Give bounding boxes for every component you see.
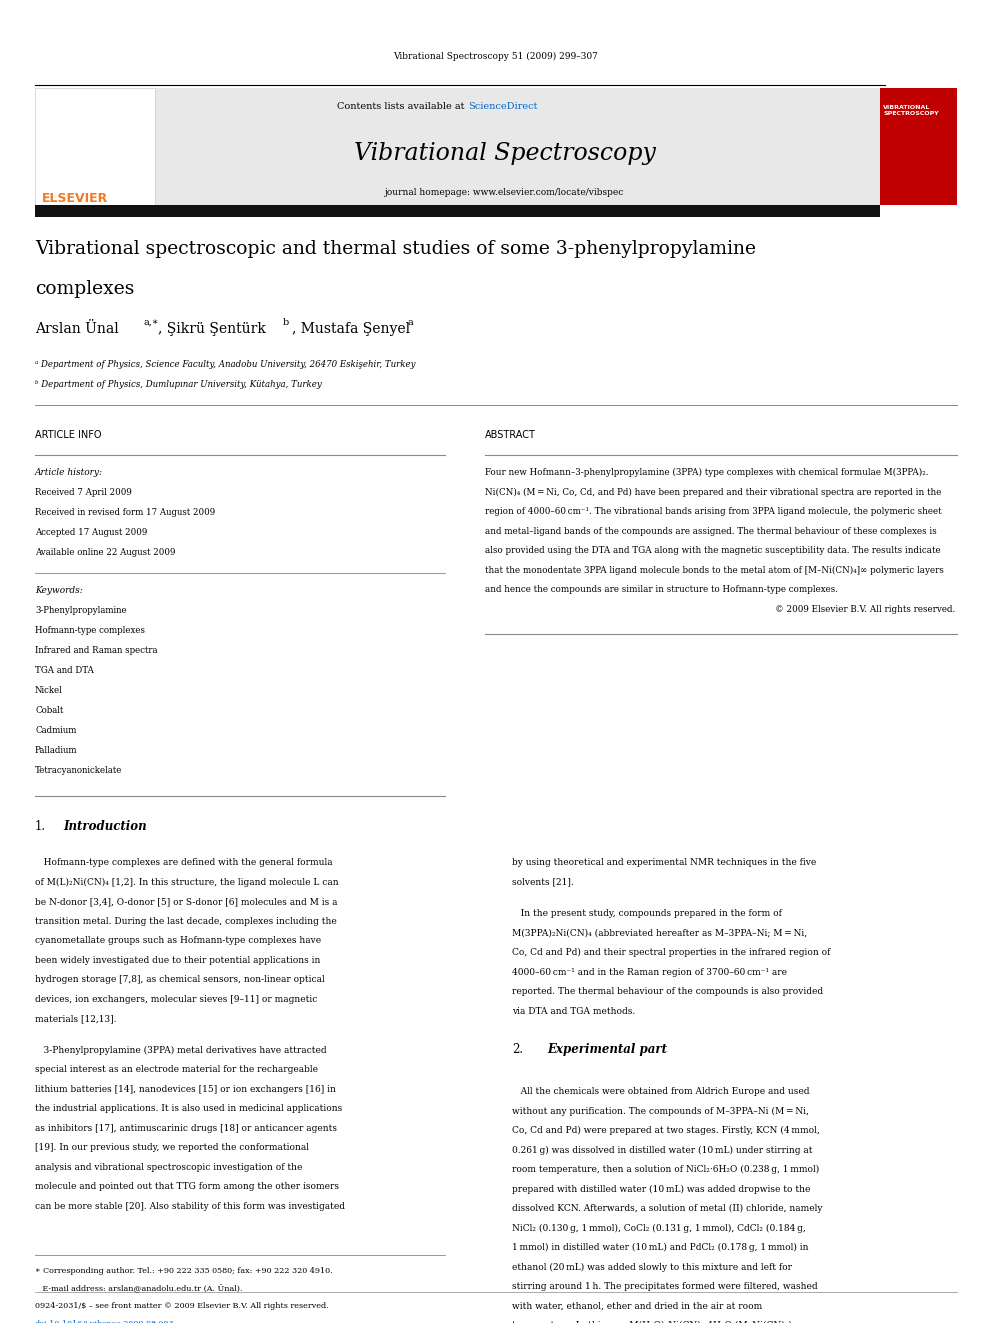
Text: Received 7 April 2009: Received 7 April 2009 [35, 488, 132, 497]
Bar [880, 89, 957, 205]
Text: with water, ethanol, ether and dried in the air at room: with water, ethanol, ether and dried in … [512, 1302, 762, 1311]
Text: ethanol (20 mL) was added slowly to this mixture and left for: ethanol (20 mL) was added slowly to this… [512, 1262, 792, 1271]
Text: stirring around 1 h. The precipitates formed were filtered, washed: stirring around 1 h. The precipitates fo… [512, 1282, 817, 1291]
Text: lithium batteries [14], nanodevices [15] or ion exchangers [16] in: lithium batteries [14], nanodevices [15]… [35, 1085, 336, 1094]
Text: Co, Cd and Pd) were prepared at two stages. Firstly, KCN (4 mmol,: Co, Cd and Pd) were prepared at two stag… [512, 1126, 819, 1135]
Text: prepared with distilled water (10 mL) was added dropwise to the: prepared with distilled water (10 mL) wa… [512, 1184, 810, 1193]
Text: © 2009 Elsevier B.V. All rights reserved.: © 2009 Elsevier B.V. All rights reserved… [775, 605, 955, 614]
Text: 1 mmol) in distilled water (10 mL) and PdCl₂ (0.178 g, 1 mmol) in: 1 mmol) in distilled water (10 mL) and P… [512, 1244, 808, 1252]
Text: devices, ion exchangers, molecular sieves [9–11] or magnetic: devices, ion exchangers, molecular sieve… [35, 995, 317, 1004]
Text: , Mustafa Şenyel: , Mustafa Şenyel [292, 321, 410, 336]
Text: E-mail address: arslan@anadolu.edu.tr (A. Ünal).: E-mail address: arslan@anadolu.edu.tr (A… [35, 1285, 242, 1294]
Text: ScienceDirect: ScienceDirect [468, 102, 538, 111]
Text: can be more stable [20]. Also stability of this form was investigated: can be more stable [20]. Also stability … [35, 1201, 345, 1211]
Text: a: a [407, 318, 413, 327]
Text: and hence the compounds are similar in structure to Hofmann-type complexes.: and hence the compounds are similar in s… [485, 585, 838, 594]
Text: complexes: complexes [35, 280, 134, 298]
Text: room temperature, then a solution of NiCl₂·6H₂O (0.238 g, 1 mmol): room temperature, then a solution of NiC… [512, 1166, 819, 1174]
Text: ABSTRACT: ABSTRACT [485, 430, 536, 441]
Text: analysis and vibrational spectroscopic investigation of the: analysis and vibrational spectroscopic i… [35, 1163, 303, 1171]
Text: by using theoretical and experimental NMR techniques in the five: by using theoretical and experimental NM… [512, 859, 816, 867]
Text: hydrogen storage [7,8], as chemical sensors, non-linear optical: hydrogen storage [7,8], as chemical sens… [35, 975, 324, 984]
Text: and metal–ligand bands of the compounds are assigned. The thermal behaviour of t: and metal–ligand bands of the compounds … [485, 527, 936, 536]
Bar [35, 89, 155, 205]
Text: Tetracyanonickelate: Tetracyanonickelate [35, 766, 122, 775]
Text: Hofmann-type complexes are defined with the general formula: Hofmann-type complexes are defined with … [35, 859, 332, 867]
Text: ∗ Corresponding author. Tel.: +90 222 335 0580; fax: +90 222 320 4910.: ∗ Corresponding author. Tel.: +90 222 33… [35, 1267, 332, 1275]
Bar [155, 89, 880, 205]
Text: TGA and DTA: TGA and DTA [35, 665, 94, 675]
Text: In the present study, compounds prepared in the form of: In the present study, compounds prepared… [512, 909, 782, 918]
Text: Co, Cd and Pd) and their spectral properties in the infrared region of: Co, Cd and Pd) and their spectral proper… [512, 949, 830, 957]
Text: b: b [283, 318, 290, 327]
Text: ELSEVIER: ELSEVIER [42, 192, 108, 205]
Text: reported. The thermal behaviour of the compounds is also provided: reported. The thermal behaviour of the c… [512, 987, 823, 996]
Text: Vibrational Spectroscopy: Vibrational Spectroscopy [354, 142, 656, 165]
Text: Available online 22 August 2009: Available online 22 August 2009 [35, 548, 176, 557]
Text: Four new Hofmann–3-phenylpropylamine (3PPA) type complexes with chemical formula: Four new Hofmann–3-phenylpropylamine (3P… [485, 468, 929, 478]
Text: been widely investigated due to their potential applications in: been widely investigated due to their po… [35, 955, 320, 964]
Text: 0924-2031/$ – see front matter © 2009 Elsevier B.V. All rights reserved.: 0924-2031/$ – see front matter © 2009 El… [35, 1302, 328, 1310]
Text: Contents lists available at: Contents lists available at [337, 102, 468, 111]
Text: without any purification. The compounds of M–3PPA–Ni (M = Ni,: without any purification. The compounds … [512, 1106, 808, 1115]
Text: ᵇ Department of Physics, Dumlupınar University, Kütahya, Turkey: ᵇ Department of Physics, Dumlupınar Univ… [35, 380, 321, 389]
Text: via DTA and TGA methods.: via DTA and TGA methods. [512, 1007, 635, 1016]
Text: Vibrational Spectroscopy 51 (2009) 299–307: Vibrational Spectroscopy 51 (2009) 299–3… [394, 52, 598, 61]
Text: Article history:: Article history: [35, 468, 103, 478]
Text: of M(L)₂Ni(CN)₄ [1,2]. In this structure, the ligand molecule L can: of M(L)₂Ni(CN)₄ [1,2]. In this structure… [35, 877, 338, 886]
Text: Introduction: Introduction [63, 820, 147, 833]
Text: Cadmium: Cadmium [35, 726, 76, 736]
Text: 3-Phenylpropylamine: 3-Phenylpropylamine [35, 606, 127, 615]
Text: 0.261 g) was dissolved in distilled water (10 mL) under stirring at: 0.261 g) was dissolved in distilled wate… [512, 1146, 812, 1155]
Text: [19]. In our previous study, we reported the conformational: [19]. In our previous study, we reported… [35, 1143, 309, 1152]
Text: Cobalt: Cobalt [35, 706, 63, 714]
Text: the industrial applications. It is also used in medicinal applications: the industrial applications. It is also … [35, 1103, 342, 1113]
Text: Received in revised form 17 August 2009: Received in revised form 17 August 2009 [35, 508, 215, 517]
Text: Hofmann-type complexes: Hofmann-type complexes [35, 626, 145, 635]
Text: NiCl₂ (0.130 g, 1 mmol), CoCl₂ (0.131 g, 1 mmol), CdCl₂ (0.184 g,: NiCl₂ (0.130 g, 1 mmol), CoCl₂ (0.131 g,… [512, 1224, 806, 1233]
Text: , Şikrü Şentürk: , Şikrü Şentürk [158, 321, 266, 336]
Text: Palladium: Palladium [35, 746, 77, 755]
Text: 3-Phenylpropylamine (3PPA) metal derivatives have attracted: 3-Phenylpropylamine (3PPA) metal derivat… [35, 1045, 326, 1054]
Text: a,∗: a,∗ [143, 318, 159, 327]
Text: Accepted 17 August 2009: Accepted 17 August 2009 [35, 528, 148, 537]
Text: M(3PPA)₂Ni(CN)₄ (abbreviated hereafter as M–3PPA–Ni; M = Ni,: M(3PPA)₂Ni(CN)₄ (abbreviated hereafter a… [512, 929, 807, 938]
Text: Ni(CN)₄ (M = Ni, Co, Cd, and Pd) have been prepared and their vibrational spectr: Ni(CN)₄ (M = Ni, Co, Cd, and Pd) have be… [485, 487, 941, 496]
Text: as inhibitors [17], antimuscarinic drugs [18] or anticancer agents: as inhibitors [17], antimuscarinic drugs… [35, 1123, 337, 1132]
Text: 2.: 2. [512, 1043, 523, 1056]
Text: ᵃ Department of Physics, Science Faculty, Anadobu University, 26470 Eskişehir, T: ᵃ Department of Physics, Science Faculty… [35, 360, 416, 369]
Text: 4000–60 cm⁻¹ and in the Raman region of 3700–60 cm⁻¹ are: 4000–60 cm⁻¹ and in the Raman region of … [512, 967, 787, 976]
Text: solvents [21].: solvents [21]. [512, 877, 573, 886]
Text: be N-donor [3,4], O-donor [5] or S-donor [6] molecules and M is a: be N-donor [3,4], O-donor [5] or S-donor… [35, 897, 337, 906]
Text: doi:10.1016/j.vibspec.2009.08.003: doi:10.1016/j.vibspec.2009.08.003 [35, 1320, 175, 1323]
Text: journal homepage: www.elsevier.com/locate/vibspec: journal homepage: www.elsevier.com/locat… [385, 188, 625, 197]
Text: VIBRATIONAL
SPECTROSCOPY: VIBRATIONAL SPECTROSCOPY [883, 105, 938, 116]
Text: Arslan Ünal: Arslan Ünal [35, 321, 119, 336]
Text: special interest as an electrode material for the rechargeable: special interest as an electrode materia… [35, 1065, 318, 1074]
Text: Experimental part: Experimental part [547, 1043, 667, 1056]
Text: that the monodentate 3PPA ligand molecule bonds to the metal atom of [M–Ni(CN)₄]: that the monodentate 3PPA ligand molecul… [485, 565, 943, 574]
Text: 1.: 1. [35, 820, 46, 833]
Text: Vibrational spectroscopic and thermal studies of some 3-phenylpropylamine: Vibrational spectroscopic and thermal st… [35, 239, 756, 258]
Text: region of 4000–60 cm⁻¹. The vibrational bands arising from 3PPA ligand molecule,: region of 4000–60 cm⁻¹. The vibrational … [485, 507, 941, 516]
Text: Keywords:: Keywords: [35, 586, 82, 595]
Text: cyanometallate groups such as Hofmann-type complexes have: cyanometallate groups such as Hofmann-ty… [35, 935, 321, 945]
Text: transition metal. During the last decade, complexes including the: transition metal. During the last decade… [35, 917, 336, 926]
Text: materials [12,13].: materials [12,13]. [35, 1013, 116, 1023]
Text: also provided using the DTA and TGA along with the magnetic susceptibility data.: also provided using the DTA and TGA alon… [485, 546, 940, 556]
Text: Nickel: Nickel [35, 687, 63, 695]
Text: Infrared and Raman spectra: Infrared and Raman spectra [35, 646, 158, 655]
Text: molecule and pointed out that TTG form among the other isomers: molecule and pointed out that TTG form a… [35, 1181, 339, 1191]
Text: dissolved KCN. Afterwards, a solution of metal (II) chloride, namely: dissolved KCN. Afterwards, a solution of… [512, 1204, 822, 1213]
Text: ARTICLE INFO: ARTICLE INFO [35, 430, 101, 441]
Text: All the chemicals were obtained from Aldrich Europe and used: All the chemicals were obtained from Ald… [512, 1088, 809, 1095]
Text: temperature. In this way M(H₂O)₂Ni(CN)₄·4H₂O (M–Ni(CN)₄): temperature. In this way M(H₂O)₂Ni(CN)₄·… [512, 1320, 792, 1323]
Bar [35, 205, 880, 217]
